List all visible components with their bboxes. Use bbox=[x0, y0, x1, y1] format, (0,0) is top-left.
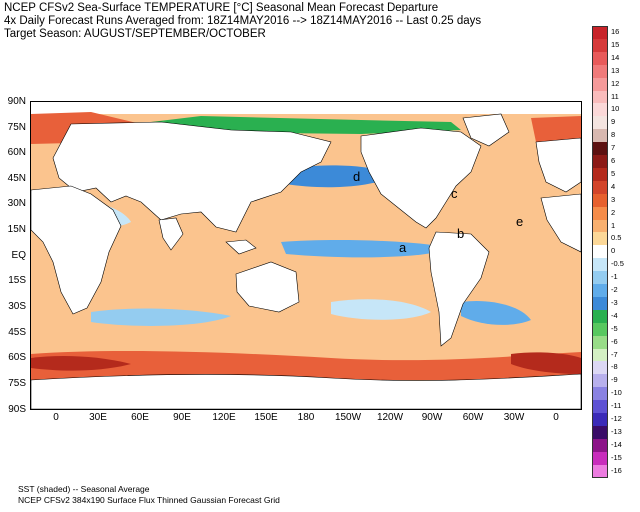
lon-label: 150W bbox=[334, 412, 362, 423]
arctic-band bbox=[31, 102, 581, 114]
lon-label: 90E bbox=[173, 412, 191, 423]
lat-label: 15N bbox=[7, 224, 26, 235]
colorbar-label: -11 bbox=[611, 401, 622, 411]
lon-label: 0 bbox=[53, 412, 59, 423]
eurasia bbox=[52, 121, 332, 233]
lon-label: 120E bbox=[212, 412, 236, 423]
colorbar-label: 5 bbox=[611, 168, 616, 178]
cool-anomaly-equatorial-pacific bbox=[281, 240, 451, 258]
map-title: NCEP CFSv2 Sea-Surface TEMPERATURE [°C] … bbox=[4, 2, 439, 14]
map-canvas bbox=[31, 102, 581, 409]
cool-anomaly-south-atlantic bbox=[461, 300, 531, 325]
colorbar-frame bbox=[592, 26, 608, 478]
warm-anomaly-southern-ocean bbox=[31, 351, 581, 380]
colorbar-label: -10 bbox=[611, 388, 622, 398]
target-season: Target Season: AUGUST/SEPTEMBER/OCTOBER bbox=[4, 28, 266, 40]
colorbar-label: -0.5 bbox=[611, 259, 624, 269]
colorbar-label: 9 bbox=[611, 117, 616, 127]
colorbar-label: -12 bbox=[611, 414, 622, 423]
lat-label: 45S bbox=[8, 327, 26, 338]
lat-label: 75S bbox=[8, 378, 26, 389]
colorbar-label: 11 bbox=[611, 91, 619, 101]
cool-anomaly-north-pacific bbox=[276, 165, 391, 188]
strong-warm-anomaly bbox=[511, 352, 581, 374]
colorbar-label: 12 bbox=[611, 78, 620, 88]
region-marker-c: c bbox=[451, 186, 458, 201]
colorbar-label: -15 bbox=[611, 452, 622, 462]
colorbar-label: 13 bbox=[611, 65, 620, 75]
lon-label: 150E bbox=[254, 412, 278, 423]
colorbar-label: -1 bbox=[611, 272, 618, 282]
west-africa bbox=[540, 193, 581, 253]
colorbar-label: 10 bbox=[611, 104, 620, 114]
footer-note: SST (shaded) -- Seasonal Average bbox=[18, 484, 150, 494]
colorbar-label: -4 bbox=[611, 310, 618, 320]
colorbar-label: -13 bbox=[611, 426, 622, 436]
colorbar-label: 4 bbox=[611, 181, 616, 191]
india bbox=[158, 217, 184, 251]
lon-label: 120W bbox=[376, 412, 404, 423]
region-marker-a: a bbox=[399, 240, 407, 255]
colorbar-label: -16 bbox=[611, 465, 622, 475]
antarctica bbox=[31, 373, 581, 409]
colorbar-label: -2 bbox=[611, 285, 618, 294]
colorbar-label: -6 bbox=[611, 336, 618, 346]
colorbar-label: 0 bbox=[611, 246, 616, 256]
colorbar-label: 8 bbox=[611, 130, 616, 140]
sst-anomaly-map bbox=[30, 101, 582, 410]
lon-label: 30E bbox=[89, 412, 107, 423]
colorbar-label: -8 bbox=[611, 362, 618, 372]
colorbar-label: -3 bbox=[611, 297, 618, 307]
colorbar-label: 7 bbox=[611, 143, 616, 153]
lat-label: 75N bbox=[7, 122, 26, 133]
lon-label: 60W bbox=[462, 412, 484, 423]
lon-label: 60E bbox=[131, 412, 149, 423]
colorbar-label: 16 bbox=[611, 27, 620, 36]
neutral-anomaly bbox=[331, 299, 431, 320]
lat-label: 60N bbox=[7, 147, 26, 158]
colorbar-label: -9 bbox=[611, 375, 618, 385]
colorbar-label: 15 bbox=[611, 39, 620, 49]
indonesia bbox=[225, 239, 257, 255]
lat-label: 90S bbox=[8, 404, 26, 415]
lon-label: 0 bbox=[553, 412, 559, 423]
greenland bbox=[462, 113, 510, 147]
lat-label: EQ bbox=[11, 250, 26, 261]
colorbar-label: 1 bbox=[611, 220, 616, 230]
colorbar-label: 0.5 bbox=[611, 233, 622, 243]
cool-anomaly-southern-ocean bbox=[91, 308, 231, 326]
colorbar-label: -7 bbox=[611, 349, 618, 359]
lat-label: 45N bbox=[7, 173, 26, 184]
forecast-run-info: 4x Daily Forecast Runs Averaged from: 18… bbox=[4, 15, 482, 27]
africa bbox=[31, 185, 122, 315]
lat-label: 30N bbox=[7, 198, 26, 209]
footer-grid-info: NCEP CFSv2 384x190 Surface Flux Thinned … bbox=[18, 495, 280, 505]
strong-warm-anomaly bbox=[31, 356, 131, 371]
lat-label: 60S bbox=[8, 352, 26, 363]
lon-label: 90W bbox=[421, 412, 443, 423]
lat-label: 30S bbox=[8, 301, 26, 312]
lon-label: 180 bbox=[297, 412, 315, 423]
australia bbox=[235, 261, 300, 313]
colorbar-label: 14 bbox=[611, 52, 620, 62]
warm-anomaly bbox=[531, 116, 581, 146]
region-marker-e: e bbox=[516, 214, 524, 229]
region-marker-b: b bbox=[457, 226, 465, 241]
lat-label: 90N bbox=[7, 96, 26, 107]
region-marker-d: d bbox=[353, 169, 361, 184]
colorbar-label: -14 bbox=[611, 439, 622, 449]
continents bbox=[31, 113, 581, 347]
colorbar-label: -5 bbox=[611, 323, 618, 333]
europe bbox=[535, 137, 581, 193]
colorbar-label: 3 bbox=[611, 194, 616, 204]
lon-label: 30W bbox=[503, 412, 525, 423]
lat-label: 15S bbox=[8, 275, 26, 286]
south-america bbox=[428, 231, 490, 347]
colorbar-label: 2 bbox=[611, 207, 616, 217]
colorbar-label: 6 bbox=[611, 156, 616, 165]
north-america bbox=[360, 127, 482, 229]
